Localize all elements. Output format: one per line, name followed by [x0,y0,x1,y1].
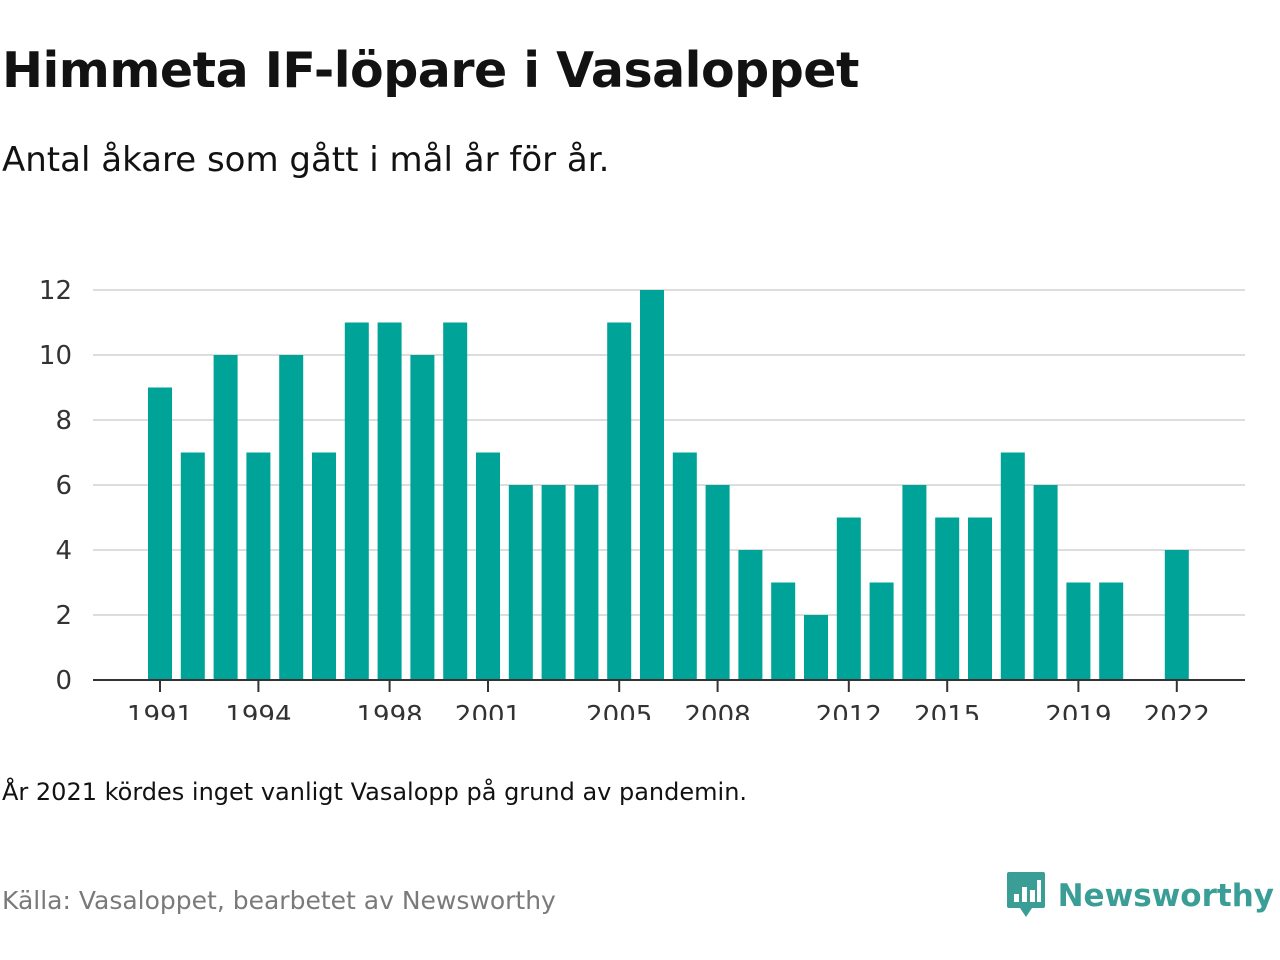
bar-2009 [738,550,763,680]
x-tick-label: 1994 [225,701,291,720]
x-tick-label: 2008 [685,701,751,720]
bar-2012 [836,517,861,680]
y-tick-label: 12 [39,276,72,306]
bar-2008 [705,485,730,680]
x-tick-label: 2022 [1144,701,1210,720]
bar-1994 [246,452,271,680]
bar-2001 [476,452,500,680]
y-tick-label: 10 [39,341,72,371]
bar-1998 [377,322,402,680]
bar-1996 [312,452,336,680]
bar-2016 [968,517,992,680]
y-tick-label: 2 [55,601,72,631]
brand: Newsworthy [1006,870,1274,922]
bar-2000 [443,322,468,680]
axes: 0 2 4 6 8 10 12 1991 1994 1998 2001 2005 2008 2012 201… [39,276,1245,720]
y-tick-label: 6 [55,471,72,501]
bar-1999 [410,355,435,680]
bar-2015 [935,517,960,680]
bar-2022 [1164,550,1189,680]
x-tick-label: 2005 [586,701,652,720]
x-tick-label: 2015 [914,701,980,720]
y-tick-label: 8 [55,406,72,436]
bar-2002 [508,485,533,680]
bar-1997 [344,322,369,680]
newsworthy-logo-icon [1006,870,1046,922]
bar-2007 [672,452,697,680]
x-tick-label: 1998 [357,701,423,720]
chart-title: Himmeta IF-löpare i Vasaloppet [2,42,859,99]
y-tick-label: 0 [55,666,72,696]
x-tick-label: 2019 [1045,701,1111,720]
bar-2011 [804,615,828,680]
bars [148,290,1189,680]
bar-2019 [1066,582,1091,680]
chart-subtitle: Antal åkare som gått i mål år för år. [2,140,610,180]
x-tick-label: 1991 [127,701,193,720]
bar-1991 [148,387,172,680]
bar-2014 [902,485,927,680]
bar-1993 [213,355,238,680]
bar-2006 [640,290,664,680]
bar-1995 [279,355,304,680]
bar-2018 [1033,485,1058,680]
brand-name: Newsworthy [1057,878,1274,914]
bar-1992 [180,452,205,680]
bar-2005 [607,322,632,680]
x-tick-label: 2001 [455,701,521,720]
bar-2010 [771,582,796,680]
x-tick-label: 2012 [816,701,882,720]
bar-2017 [1000,452,1025,680]
y-tick-label: 4 [55,536,72,566]
bar-chart: 0 2 4 6 8 10 12 1991 1994 1998 2001 2005 2008 2012 201… [39,276,1245,720]
bar-2004 [574,485,599,680]
chart-note: År 2021 kördes inget vanligt Vasalopp på… [2,778,748,806]
source-credit: Källa: Vasaloppet, bearbetet av Newswort… [2,886,556,915]
bar-2003 [541,485,566,680]
bar-2013 [869,582,894,680]
bar-2020 [1099,582,1124,680]
